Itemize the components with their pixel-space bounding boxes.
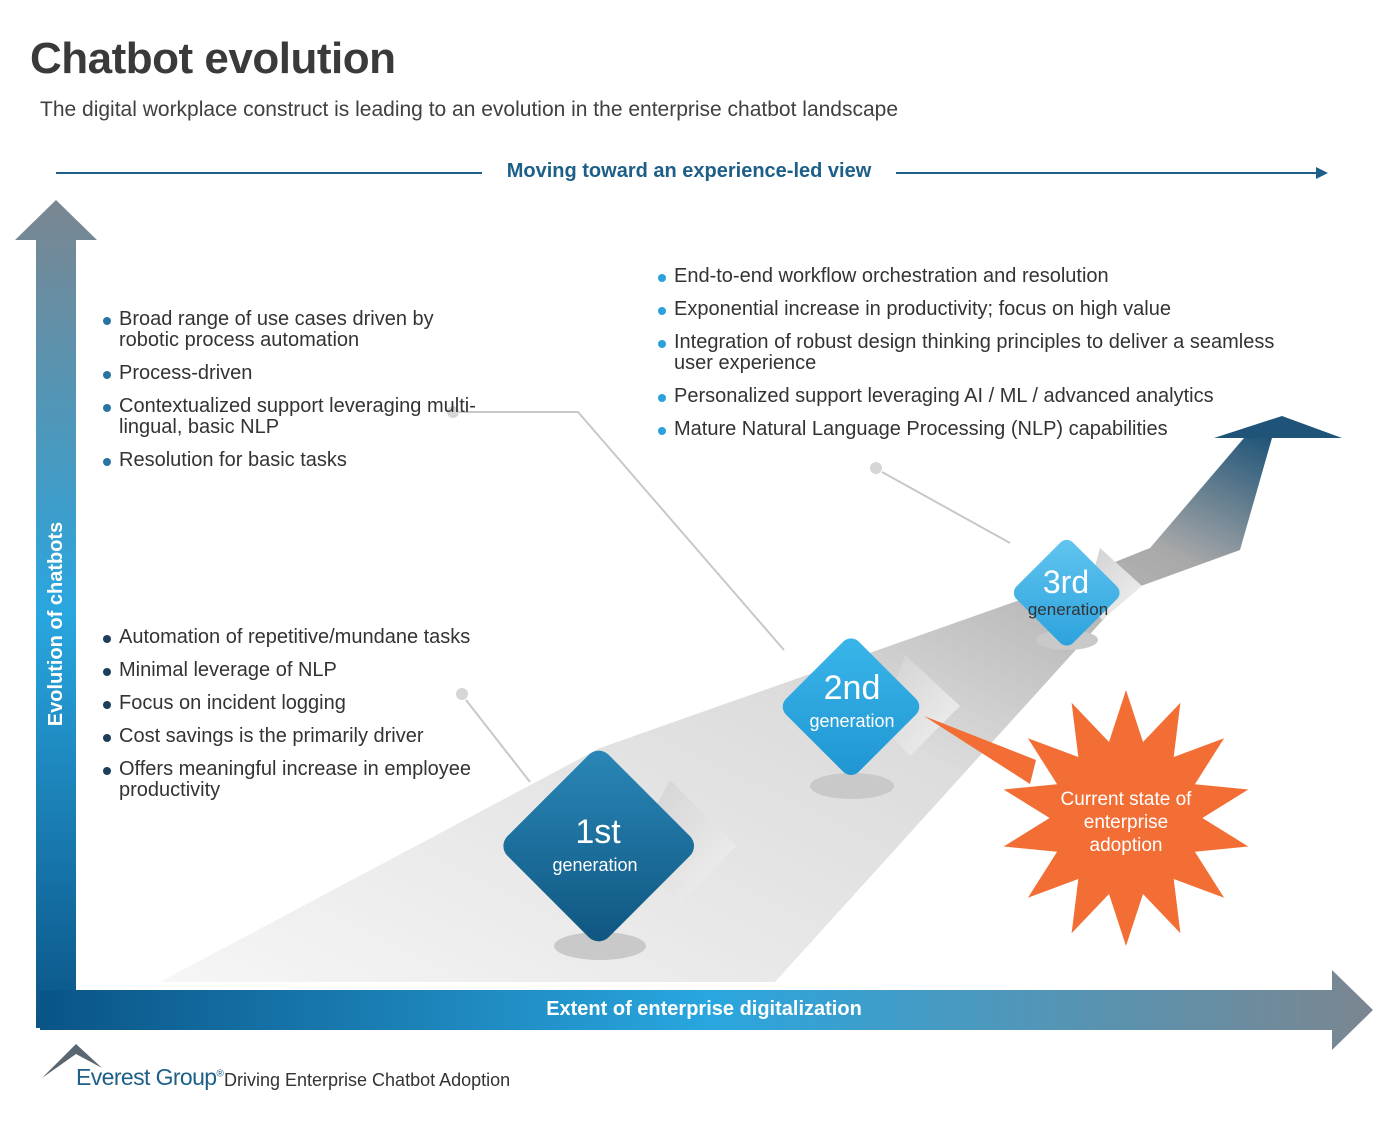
- list-item: Personalized support leveraging AI / ML …: [658, 386, 1278, 407]
- gen1-bullet-list: Automation of repetitive/mundane tasks M…: [103, 627, 523, 813]
- list-item: Minimal leverage of NLP: [103, 660, 523, 681]
- list-item: Broad range of use cases driven by robot…: [103, 309, 483, 351]
- list-item: Process-driven: [103, 363, 483, 384]
- callout-text: Current state of enterprise adoption: [1060, 789, 1192, 856]
- page-title: Chatbot evolution: [30, 34, 396, 83]
- top-arrow-label: Moving toward an experience-led view: [506, 160, 872, 182]
- g2-shadow: [810, 773, 894, 799]
- road-arrowhead: [1214, 416, 1342, 438]
- page-subtitle: The digital workplace construct is leadi…: [40, 98, 899, 121]
- g3-diamond: [1013, 539, 1120, 646]
- g2-diamond: [782, 638, 920, 775]
- connector-g2: [447, 406, 785, 651]
- g2-diamond-side: [880, 655, 960, 756]
- gen2-label: generation: [809, 711, 895, 731]
- list-item: Focus on incident logging: [103, 693, 523, 714]
- gen3-bullet-list: End-to-end workflow orchestration and re…: [658, 266, 1278, 452]
- g1-shadow: [554, 932, 646, 960]
- list-item: Offers meaningful increase in employee p…: [103, 759, 523, 801]
- gen3-number: 3rd: [1042, 564, 1090, 600]
- list-item: Exponential increase in productivity; fo…: [658, 299, 1278, 320]
- list-item: Contextualized support leveraging multi-…: [103, 396, 483, 438]
- gen1-label: generation: [552, 855, 638, 875]
- list-item: Cost savings is the primarily driver: [103, 726, 523, 747]
- x-axis-label: Extent of enterprise digitalization: [546, 998, 862, 1020]
- callout-pointer: [924, 716, 1036, 784]
- brand-name: Everest Group: [76, 1064, 217, 1090]
- gen1-number: 1st: [575, 813, 621, 851]
- connector-g1: [456, 688, 531, 783]
- gen2-bullet-list: Broad range of use cases driven by robot…: [103, 309, 483, 483]
- list-item: Resolution for basic tasks: [103, 450, 483, 471]
- evolution-road: [160, 438, 1272, 982]
- g1-diamond: [503, 750, 695, 942]
- y-axis-label: Evolution of chatbots: [45, 521, 67, 727]
- x-axis-arrow: [40, 970, 1373, 1050]
- y-axis-arrow: [15, 200, 97, 1028]
- current-state-burst: [1003, 690, 1249, 946]
- footer-caption: Driving Enterprise Chatbot Adoption: [224, 1070, 511, 1090]
- list-item: Integration of robust design thinking pr…: [658, 332, 1278, 374]
- gen3-label: generation: [1027, 600, 1109, 619]
- footer-brand: Everest Group®: [76, 1064, 224, 1091]
- list-item: End-to-end workflow orchestration and re…: [658, 266, 1278, 287]
- list-item: Mature Natural Language Processing (NLP)…: [658, 419, 1278, 440]
- registered-mark: ®: [216, 1068, 224, 1080]
- list-item: Automation of repetitive/mundane tasks: [103, 627, 523, 648]
- everest-logo-icon: [42, 1044, 102, 1078]
- connector-g3: [870, 462, 1011, 544]
- gen2-number: 2nd: [823, 669, 881, 707]
- top-arrow: [56, 167, 1328, 179]
